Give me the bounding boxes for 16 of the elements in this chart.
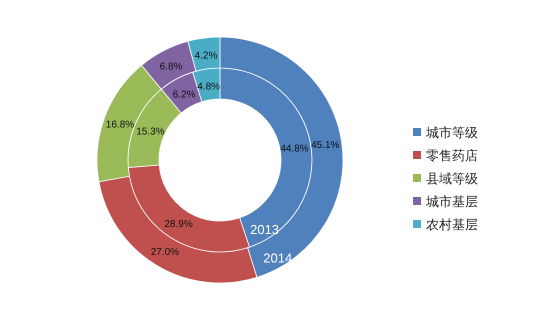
data-label: 27.0% — [150, 247, 180, 258]
data-label: 45.1% — [311, 140, 340, 151]
data-label: 16.8% — [106, 119, 134, 130]
slice-label: 2014 — [263, 250, 292, 266]
legend-label: 零售药店 — [426, 148, 478, 163]
data-label: 4.2% — [194, 50, 218, 62]
data-label: 28.9% — [164, 219, 193, 230]
data-label: 15.3% — [136, 126, 165, 138]
data-label: 6.8% — [160, 61, 183, 72]
data-label: 44.8% — [280, 144, 309, 155]
slice-label: 2013 — [250, 222, 280, 238]
legend-label: 城市等级 — [425, 125, 478, 140]
legend-label: 农村基层 — [426, 217, 478, 232]
legend-label: 城市基层 — [425, 194, 478, 209]
data-label: 6.2% — [172, 90, 196, 101]
legend-label: 县域等级 — [426, 171, 478, 186]
